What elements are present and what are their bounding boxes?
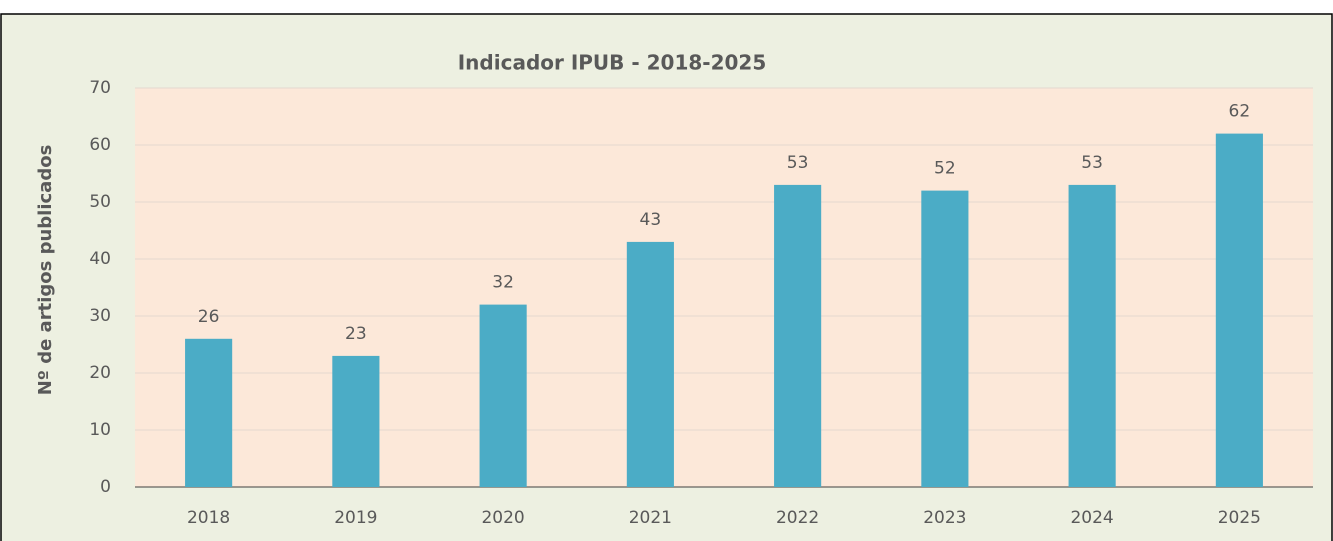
y-tick-label: 50 [89, 192, 111, 212]
x-tick-label: 2022 [776, 508, 819, 528]
data-label: 52 [934, 159, 956, 179]
data-label: 26 [198, 307, 220, 327]
x-tick-label: 2025 [1218, 508, 1261, 528]
bar [774, 184, 822, 487]
data-label: 62 [1229, 102, 1251, 122]
y-tick-label: 10 [89, 420, 111, 440]
plot-area [135, 88, 1313, 487]
x-tick-label: 2021 [629, 508, 672, 528]
chart-title: Indicador IPUB - 2018-2025 [458, 51, 767, 75]
y-tick-label: 70 [89, 78, 111, 98]
y-axis-label: Nº de artigos publicados [35, 145, 56, 396]
data-label: 43 [640, 210, 662, 230]
data-label: 32 [492, 273, 514, 293]
data-label: 53 [1081, 153, 1103, 173]
data-label: 53 [787, 153, 809, 173]
x-tick-label: 2024 [1070, 508, 1113, 528]
bar [626, 241, 674, 487]
y-tick-label: 40 [89, 249, 111, 269]
bar [332, 355, 380, 487]
y-tick-label: 60 [89, 135, 111, 155]
x-tick-label: 2023 [923, 508, 966, 528]
bar [479, 304, 527, 487]
y-tick-label: 0 [100, 477, 111, 497]
x-tick-label: 2019 [334, 508, 377, 528]
data-label: 23 [345, 324, 367, 344]
bar [1215, 133, 1263, 487]
y-tick-label: 20 [89, 363, 111, 383]
y-tick-label: 30 [89, 306, 111, 326]
bar [1068, 184, 1116, 487]
x-tick-label: 2018 [187, 508, 230, 528]
bar [185, 338, 233, 487]
x-tick-label: 2020 [481, 508, 524, 528]
bar [921, 190, 969, 487]
